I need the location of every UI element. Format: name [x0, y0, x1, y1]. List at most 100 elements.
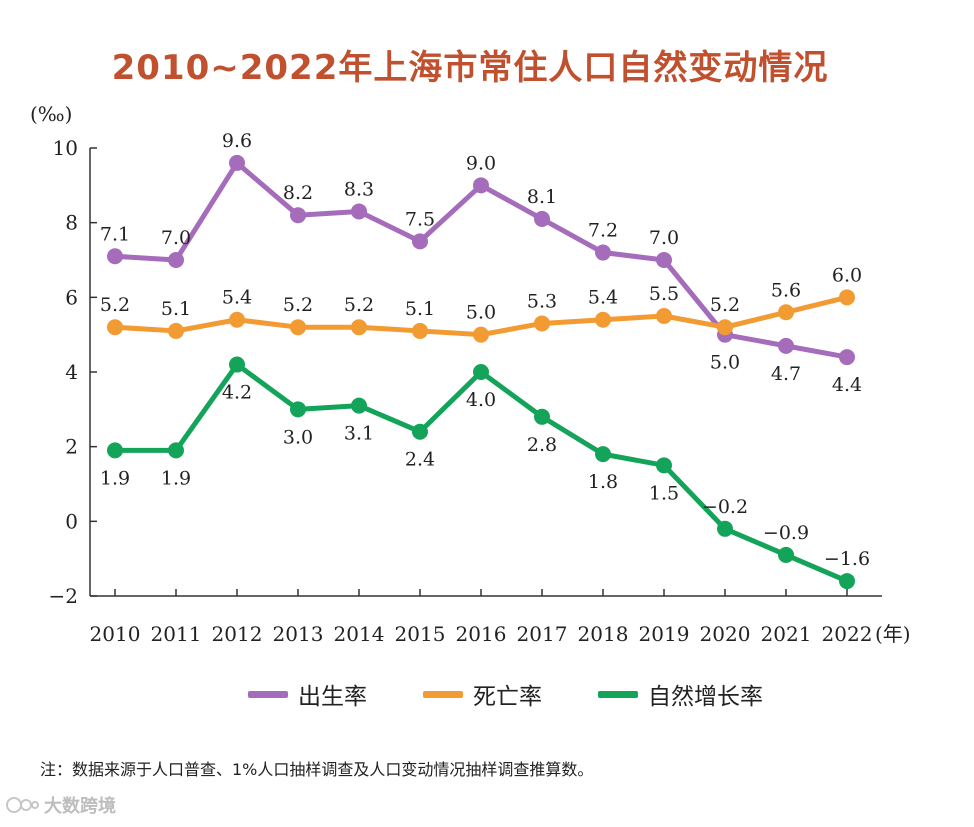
- data-label: 3.0: [283, 426, 313, 448]
- data-label: 5.0: [710, 352, 740, 374]
- data-label: 1.9: [161, 467, 191, 489]
- x-tick-label: 2016: [456, 622, 507, 646]
- series-points: [107, 154, 855, 590]
- legend-swatch: [598, 690, 638, 698]
- x-tick-label: 2013: [273, 622, 324, 646]
- data-point: [473, 326, 489, 343]
- data-point: [656, 457, 672, 474]
- y-tick-label: 6: [65, 285, 78, 309]
- data-point: [839, 289, 855, 306]
- data-point: [412, 423, 428, 440]
- data-label: 1.9: [100, 467, 130, 489]
- data-point: [717, 319, 733, 336]
- data-label: 2.4: [405, 449, 435, 471]
- data-point: [107, 442, 123, 459]
- data-label: 5.6: [771, 279, 801, 301]
- legend-item-birth-rate: 出生率: [248, 677, 367, 711]
- data-point: [595, 244, 611, 261]
- data-label: 9.0: [466, 152, 496, 174]
- x-tick-label: 2015: [395, 622, 446, 646]
- data-point: [656, 308, 672, 324]
- data-point: [534, 315, 550, 332]
- y-tick-label: 10: [53, 136, 78, 160]
- data-point: [839, 349, 855, 366]
- data-point: [168, 322, 184, 339]
- data-label: 5.2: [100, 294, 130, 316]
- data-point: [412, 233, 428, 250]
- x-tick-label: 2022: [822, 622, 873, 646]
- data-point: [656, 252, 672, 268]
- y-tick-label: 4: [65, 360, 78, 384]
- data-point: [839, 573, 855, 590]
- legend-label: 死亡率: [473, 684, 542, 710]
- legend: 出生率 死亡率 自然增长率: [248, 674, 763, 714]
- legend-swatch: [423, 690, 463, 698]
- data-label: 5.2: [344, 294, 374, 316]
- data-label: 2.8: [527, 434, 557, 456]
- data-label: 5.4: [588, 287, 618, 309]
- data-label: 5.4: [222, 287, 252, 309]
- data-label: 5.5: [649, 283, 679, 305]
- data-point: [229, 356, 245, 373]
- data-label: 5.2: [283, 294, 313, 316]
- data-label: 4.2: [222, 382, 252, 404]
- data-point: [595, 446, 611, 463]
- data-point: [473, 364, 489, 380]
- data-label: 5.2: [710, 294, 740, 316]
- data-point: [778, 304, 794, 321]
- y-axis-unit: (‰): [30, 102, 72, 126]
- data-point: [717, 520, 733, 537]
- data-label: 3.1: [344, 423, 374, 445]
- x-tick-label: 2014: [334, 622, 385, 646]
- data-label: 5.3: [527, 290, 557, 312]
- data-point: [229, 154, 245, 171]
- data-label: 1.5: [649, 482, 679, 504]
- y-tick-label: 2: [65, 435, 78, 459]
- data-label: 8.3: [344, 178, 374, 200]
- data-labels: 7.1 7.0 9.6 8.2 8.3 7.5 9.0 8.1 7.2 7.0 5.0 4.7 4.4 5…: [100, 130, 870, 570]
- data-label: 8.1: [527, 186, 557, 208]
- data-point: [290, 401, 306, 418]
- data-point: [168, 252, 184, 268]
- y-tick-label: 8: [65, 211, 78, 235]
- x-tick-label: 2020: [700, 622, 751, 646]
- legend-label: 自然增长率: [648, 684, 763, 710]
- x-tick-label: 2021: [761, 622, 812, 646]
- data-label: 5.1: [405, 298, 435, 320]
- legend-item-natural-growth: 自然增长率: [598, 677, 763, 711]
- data-point: [351, 319, 367, 336]
- watermark-text: 大数跨境: [44, 796, 116, 817]
- x-axis-unit: (年): [875, 622, 911, 646]
- data-point: [290, 207, 306, 224]
- data-point: [534, 210, 550, 227]
- data-label: 7.5: [405, 208, 435, 230]
- line-chart: 10 8 6 4 2 0 −2 (‰) 2010 2011 2012 2013 2014 2015 2016…: [30, 102, 911, 646]
- footnote: 注：数据来源于人口普查、1%人口抽样调查及人口变动情况抽样调查推算数。: [40, 760, 594, 779]
- data-point: [412, 322, 428, 339]
- data-label: −1.6: [824, 548, 870, 570]
- data-label: 4.7: [771, 363, 801, 385]
- x-tick-label: 2012: [212, 622, 263, 646]
- watermark: 大数跨境: [6, 792, 116, 818]
- data-label: 5.1: [161, 298, 191, 320]
- data-point: [107, 248, 123, 265]
- data-label: 4.4: [832, 374, 862, 396]
- data-label: −0.2: [702, 496, 748, 518]
- data-point: [351, 203, 367, 220]
- data-label: 7.0: [161, 227, 191, 249]
- data-label: 5.0: [466, 302, 496, 324]
- chart-title: 2010~2022年上海市常住人口自然变动情况: [111, 48, 829, 88]
- data-point: [107, 319, 123, 336]
- data-label: 8.2: [283, 182, 313, 204]
- x-tick-label: 2017: [517, 622, 568, 646]
- data-label: 9.6: [222, 130, 252, 152]
- x-tick-label: 2010: [90, 622, 141, 646]
- y-tick-label: −2: [49, 584, 78, 608]
- data-label: −0.9: [763, 522, 809, 544]
- data-point: [473, 177, 489, 194]
- watermark-logo-icon: [6, 797, 39, 813]
- data-label: 7.1: [100, 223, 130, 245]
- data-label: 1.8: [588, 471, 618, 493]
- data-point: [778, 546, 794, 563]
- data-point: [534, 408, 550, 425]
